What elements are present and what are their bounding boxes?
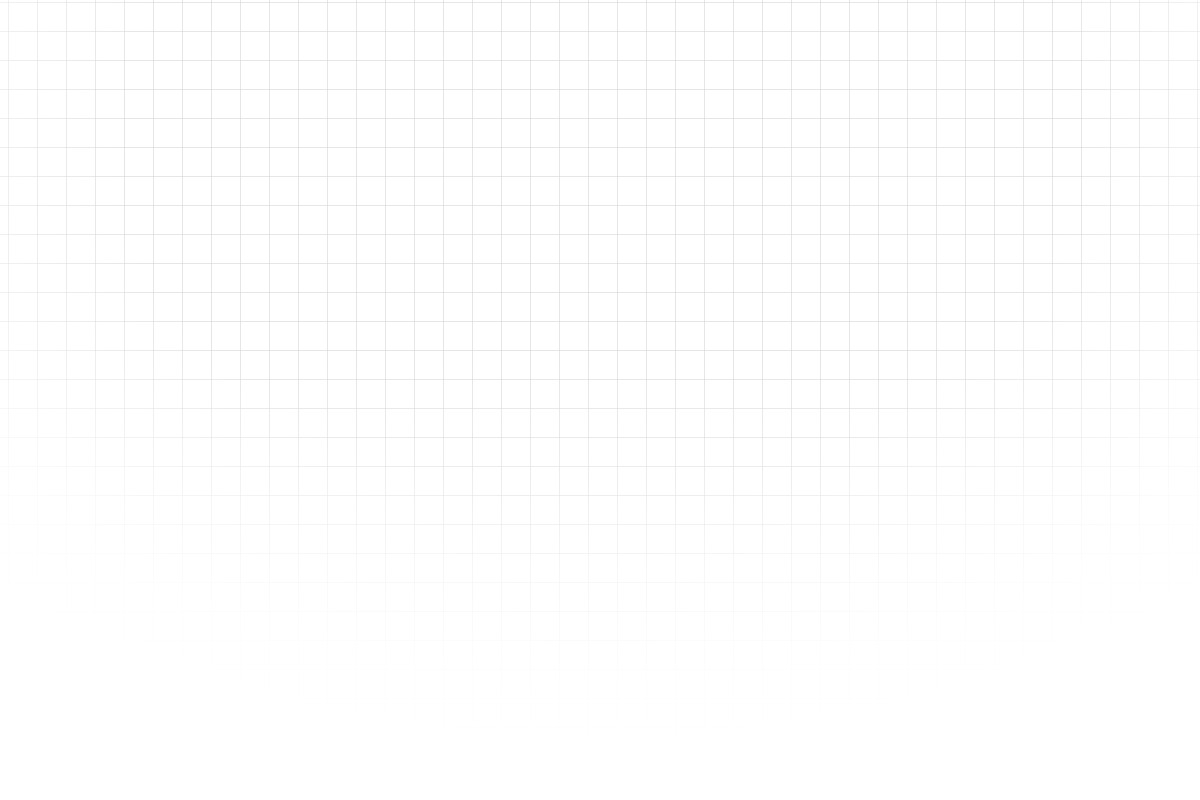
grid-background <box>0 0 1200 800</box>
page-canvas <box>0 0 1200 800</box>
